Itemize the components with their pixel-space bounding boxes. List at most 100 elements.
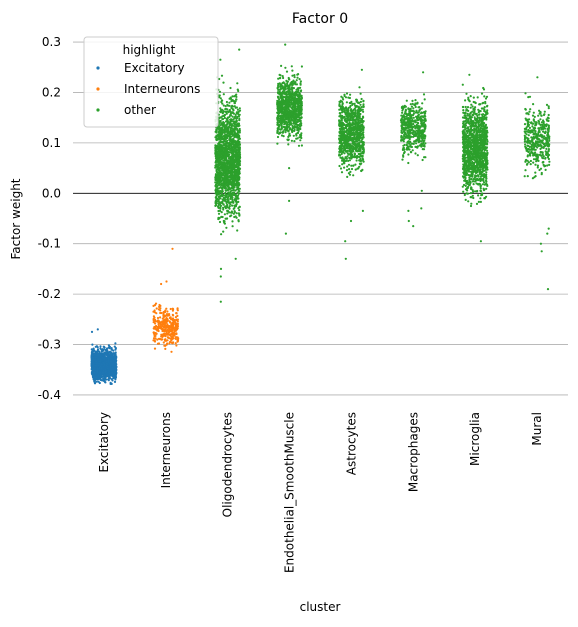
data-point <box>217 168 220 171</box>
data-point <box>96 350 99 353</box>
data-point <box>297 129 300 132</box>
data-point <box>300 124 303 127</box>
data-point <box>298 78 301 81</box>
data-point <box>176 307 179 311</box>
data-point <box>235 212 238 215</box>
data-point <box>280 91 283 94</box>
data-point <box>223 116 226 120</box>
data-point <box>109 364 112 367</box>
data-point <box>237 89 240 93</box>
data-point <box>294 81 297 84</box>
outlier-point <box>219 300 222 303</box>
data-point <box>292 113 295 116</box>
data-point <box>114 348 117 351</box>
data-point <box>361 108 364 111</box>
data-point <box>114 363 117 366</box>
data-point <box>224 198 227 201</box>
data-point <box>233 171 236 175</box>
outlier-point <box>284 232 287 235</box>
data-point <box>238 119 241 122</box>
data-point <box>282 119 285 122</box>
data-point <box>358 86 361 89</box>
data-point <box>362 160 365 163</box>
data-point <box>346 175 349 178</box>
data-point <box>233 140 236 143</box>
data-point <box>286 122 289 125</box>
data-point <box>232 207 235 210</box>
data-point <box>296 126 299 129</box>
data-point <box>232 138 235 141</box>
data-point <box>220 122 223 125</box>
data-point <box>277 103 280 106</box>
data-point <box>94 364 98 367</box>
data-point <box>162 341 165 344</box>
data-point <box>230 100 233 103</box>
data-point <box>104 368 107 371</box>
data-point <box>113 380 117 383</box>
data-point <box>233 145 236 148</box>
data-point <box>281 117 284 120</box>
data-point <box>221 102 224 105</box>
data-point <box>114 376 117 379</box>
data-point <box>296 137 299 140</box>
data-point <box>348 101 351 105</box>
series-interneurons <box>152 247 180 353</box>
data-point <box>172 308 175 311</box>
data-point <box>218 170 221 173</box>
outlier-point <box>171 247 174 250</box>
data-point <box>218 90 222 93</box>
data-point <box>287 143 290 146</box>
data-point <box>235 98 238 101</box>
data-point <box>288 118 291 121</box>
data-point <box>214 201 217 204</box>
data-point <box>282 125 285 128</box>
data-point <box>222 208 225 211</box>
data-point <box>235 106 238 109</box>
data-point <box>103 363 106 366</box>
data-point <box>215 134 218 137</box>
data-point <box>214 146 217 149</box>
data-point <box>237 212 240 215</box>
data-point <box>162 316 165 319</box>
data-point <box>236 108 239 111</box>
data-point <box>231 143 234 146</box>
data-point <box>277 127 280 130</box>
data-point <box>289 101 292 104</box>
data-point <box>107 375 110 378</box>
data-point <box>232 175 235 178</box>
data-point <box>279 76 282 80</box>
data-point <box>160 311 163 315</box>
data-point <box>220 187 223 190</box>
data-point <box>300 89 303 92</box>
data-point <box>290 129 294 132</box>
data-point <box>290 65 293 68</box>
data-point <box>282 106 285 109</box>
data-point <box>224 179 227 182</box>
data-point <box>234 113 237 116</box>
data-point <box>221 173 224 176</box>
data-point <box>217 212 221 215</box>
data-point <box>172 314 175 317</box>
data-point <box>159 316 162 319</box>
data-point <box>218 183 221 186</box>
data-point <box>220 191 224 194</box>
data-point <box>288 111 291 114</box>
data-point <box>280 85 284 88</box>
data-point <box>284 93 287 96</box>
data-point <box>276 142 279 145</box>
data-point <box>229 86 232 90</box>
data-point <box>283 128 286 131</box>
data-point <box>352 174 355 177</box>
data-point <box>113 356 116 359</box>
data-point <box>94 356 97 359</box>
data-point <box>155 307 158 310</box>
data-point <box>220 131 223 134</box>
data-point <box>285 115 289 118</box>
data-point <box>282 115 285 118</box>
data-point <box>228 157 231 160</box>
data-point <box>92 363 95 366</box>
data-point <box>159 304 162 307</box>
data-point <box>176 339 180 342</box>
data-point <box>232 158 235 161</box>
data-point <box>152 315 155 318</box>
